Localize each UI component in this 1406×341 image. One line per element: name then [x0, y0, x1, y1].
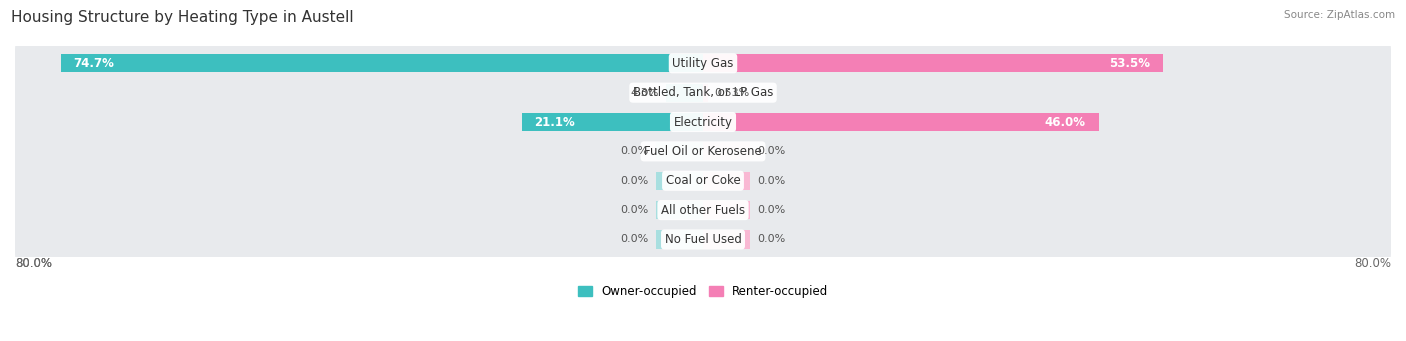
- Text: Housing Structure by Heating Type in Austell: Housing Structure by Heating Type in Aus…: [11, 10, 354, 25]
- Bar: [522, 113, 703, 131]
- Text: 0.0%: 0.0%: [758, 205, 786, 215]
- Text: 0.0%: 0.0%: [620, 205, 648, 215]
- Text: Bottled, Tank, or LP Gas: Bottled, Tank, or LP Gas: [633, 86, 773, 99]
- FancyBboxPatch shape: [15, 36, 1391, 90]
- Text: Fuel Oil or Kerosene: Fuel Oil or Kerosene: [644, 145, 762, 158]
- Bar: [703, 172, 751, 190]
- Text: 80.0%: 80.0%: [1354, 256, 1391, 269]
- FancyBboxPatch shape: [15, 95, 1391, 149]
- Bar: [703, 231, 751, 249]
- Text: All other Fuels: All other Fuels: [661, 204, 745, 217]
- Bar: [666, 84, 703, 102]
- Text: 80.0%: 80.0%: [15, 256, 52, 269]
- Text: 21.1%: 21.1%: [534, 116, 575, 129]
- Text: 0.0%: 0.0%: [620, 235, 648, 244]
- Text: Coal or Coke: Coal or Coke: [665, 174, 741, 187]
- Text: Utility Gas: Utility Gas: [672, 57, 734, 70]
- Legend: Owner-occupied, Renter-occupied: Owner-occupied, Renter-occupied: [578, 285, 828, 298]
- Text: 0.0%: 0.0%: [620, 146, 648, 157]
- Text: 46.0%: 46.0%: [1045, 116, 1085, 129]
- Bar: [703, 54, 1163, 72]
- Text: 53.5%: 53.5%: [1109, 57, 1150, 70]
- Bar: [655, 201, 703, 219]
- Text: 0.53%: 0.53%: [714, 88, 749, 98]
- Text: 0.0%: 0.0%: [758, 235, 786, 244]
- Text: 0.0%: 0.0%: [620, 176, 648, 186]
- FancyBboxPatch shape: [15, 125, 1391, 178]
- Bar: [60, 54, 703, 72]
- Bar: [703, 84, 707, 102]
- FancyBboxPatch shape: [15, 154, 1391, 207]
- Text: 74.7%: 74.7%: [73, 57, 114, 70]
- Bar: [655, 231, 703, 249]
- Bar: [655, 142, 703, 161]
- Text: Electricity: Electricity: [673, 116, 733, 129]
- Text: 80.0%: 80.0%: [15, 256, 52, 269]
- Bar: [703, 201, 751, 219]
- Text: Source: ZipAtlas.com: Source: ZipAtlas.com: [1284, 10, 1395, 20]
- FancyBboxPatch shape: [15, 213, 1391, 266]
- FancyBboxPatch shape: [15, 183, 1391, 237]
- Bar: [703, 113, 1098, 131]
- Bar: [703, 142, 751, 161]
- Text: No Fuel Used: No Fuel Used: [665, 233, 741, 246]
- Text: 0.0%: 0.0%: [758, 146, 786, 157]
- Text: 4.3%: 4.3%: [631, 88, 659, 98]
- FancyBboxPatch shape: [15, 66, 1391, 119]
- Bar: [655, 172, 703, 190]
- Text: 0.0%: 0.0%: [758, 176, 786, 186]
